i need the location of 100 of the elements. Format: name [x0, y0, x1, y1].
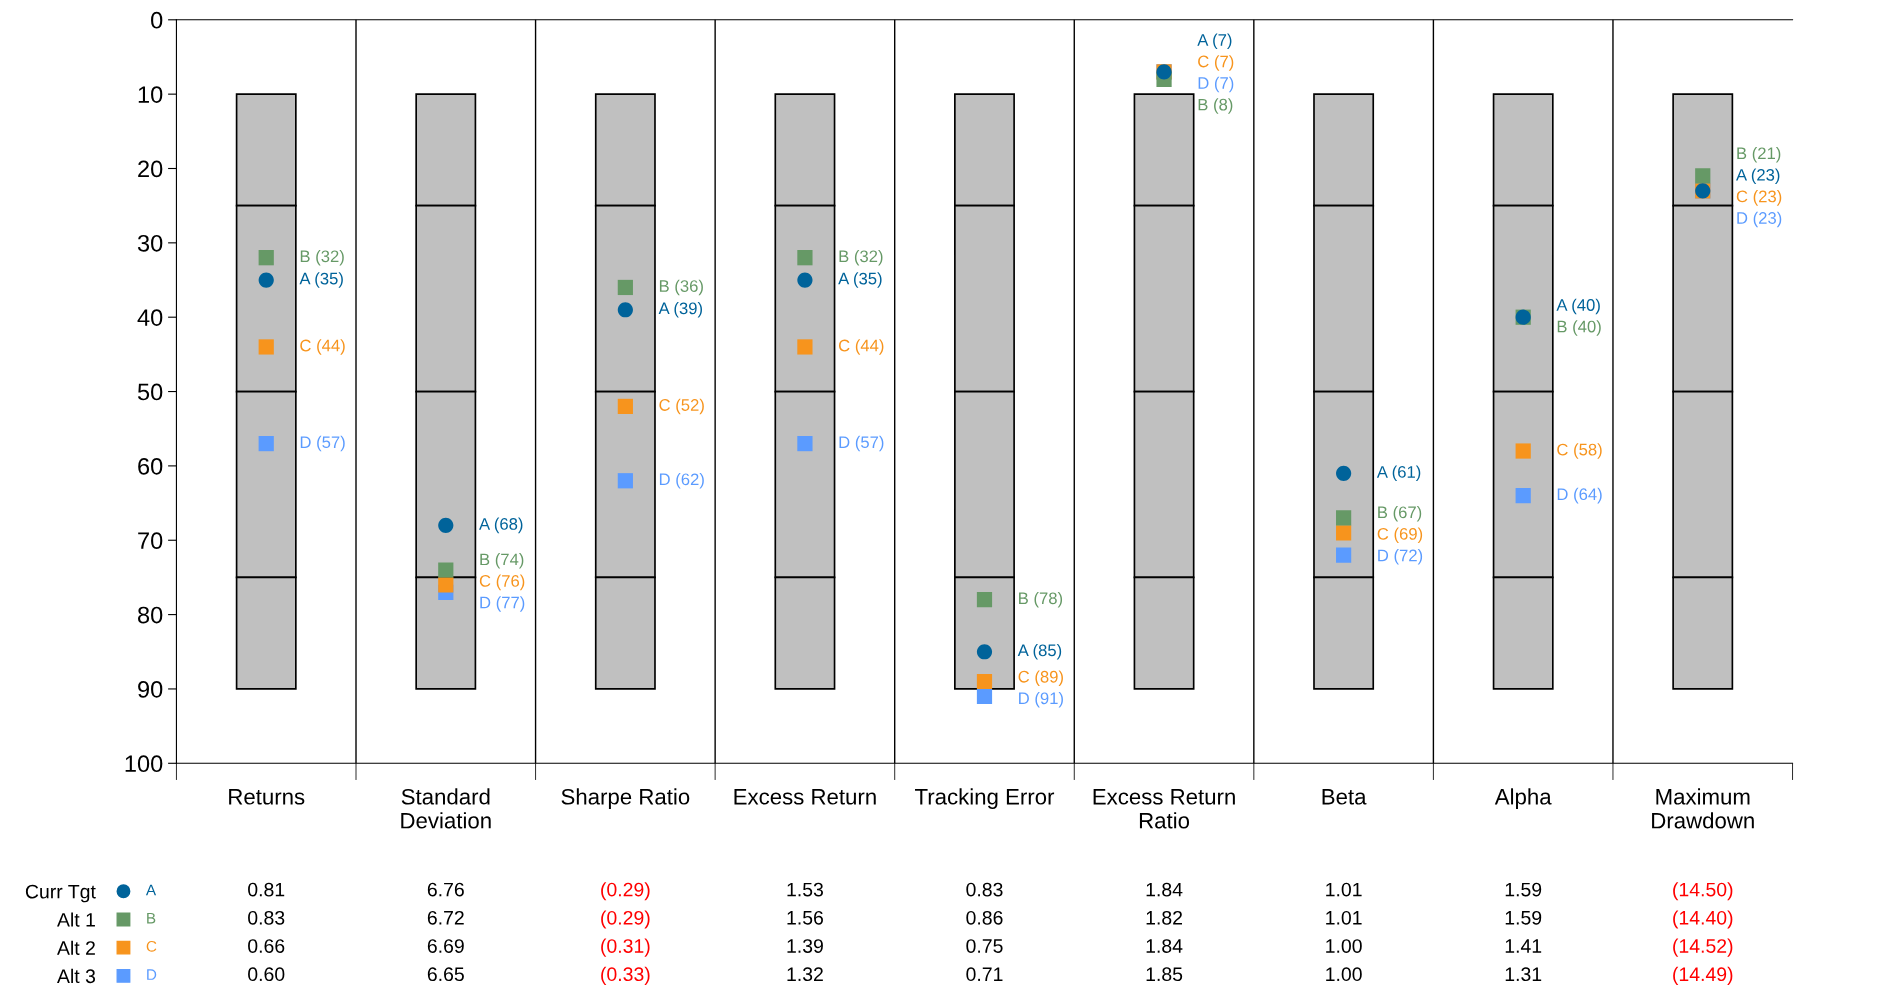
- data-label: B (32): [300, 249, 344, 266]
- data-label: (0.29): [601, 882, 650, 901]
- x-tick-label: Sharpe Ratio: [561, 788, 690, 810]
- y-tick-label: 10: [138, 86, 163, 103]
- point: [617, 398, 633, 415]
- point: [1336, 510, 1352, 526]
- data-label: D (72): [1378, 549, 1423, 565]
- data-label: C (89): [1018, 670, 1063, 686]
- y-tick-label: 30: [137, 234, 163, 252]
- data-label: C (44): [838, 339, 884, 355]
- point: [797, 339, 813, 355]
- point: [617, 473, 633, 489]
- data-label: 0.86: [966, 910, 1003, 925]
- data-label: A (35): [838, 272, 882, 288]
- point: [1695, 168, 1711, 184]
- data-label: (14.40): [1673, 910, 1733, 929]
- x-tick-label: Alpha: [1494, 788, 1552, 810]
- data-label: 1.01: [1326, 910, 1362, 925]
- data-label: A (61): [1376, 465, 1421, 482]
- point: [797, 272, 813, 288]
- data-label: 0.81: [248, 882, 285, 897]
- point: [258, 250, 274, 266]
- x-tick-label: Beta: [1322, 789, 1367, 805]
- data-label: A (35): [299, 272, 343, 288]
- point: [438, 517, 454, 533]
- y-tick-label: Alt 3: [57, 968, 96, 984]
- data-label: A (40): [1556, 298, 1600, 315]
- data-label: 1.56: [787, 910, 823, 925]
- data-label: D (57): [300, 435, 345, 452]
- y-tick-label: Alt 1: [57, 912, 95, 927]
- data-label: 1.41: [1505, 939, 1542, 953]
- point: [258, 272, 274, 288]
- y-tick-label: 60: [138, 457, 163, 475]
- data-label: 1.00: [1326, 939, 1362, 953]
- data-label: (0.29): [601, 910, 650, 929]
- point: [258, 435, 274, 452]
- x-tick-label: Excess Return Ratio: [1093, 789, 1235, 829]
- legend-label: A: [145, 884, 157, 896]
- data-label: A (23): [1736, 168, 1780, 185]
- data-label: D (62): [659, 473, 704, 489]
- data-label: B (78): [1019, 591, 1063, 608]
- point: [976, 644, 993, 660]
- y-tick-label: 100: [125, 755, 163, 773]
- data-label: C (7): [1198, 55, 1234, 71]
- x-tick-label: Standard Deviation: [401, 788, 491, 829]
- point: [976, 592, 993, 608]
- data-label: (14.49): [1673, 966, 1733, 985]
- legend-label: C: [146, 940, 157, 952]
- data-label: 0.83: [248, 910, 285, 925]
- data-label: C (44): [300, 339, 345, 355]
- data-label: 1.84: [1146, 939, 1183, 953]
- data-label: 1.39: [787, 939, 823, 953]
- data-label: D (64): [1557, 487, 1602, 504]
- data-label: 6.65: [427, 967, 464, 982]
- point: [617, 279, 633, 296]
- point: [797, 250, 813, 266]
- data-label: 6.76: [427, 882, 464, 897]
- data-label: 1.00: [1326, 967, 1362, 982]
- data-label: D (77): [480, 596, 525, 612]
- data-label: 1.82: [1146, 910, 1182, 925]
- x-tick-label: Returns: [229, 789, 305, 805]
- data-label: 1.32: [787, 967, 823, 982]
- data-label: (14.52): [1673, 938, 1733, 957]
- data-label: D (23): [1737, 211, 1782, 228]
- data-label: B (36): [659, 279, 703, 296]
- x-tick-label: Maximum Drawdown: [1652, 788, 1754, 829]
- point: [438, 562, 454, 578]
- point: [976, 688, 993, 704]
- data-label: (0.33): [601, 966, 650, 985]
- data-label: C (76): [479, 574, 525, 591]
- point: [258, 339, 274, 355]
- legend-label: B: [147, 912, 156, 924]
- data-label: 1.84: [1146, 882, 1183, 897]
- y-tick-label: 40: [137, 309, 163, 326]
- data-label: 0.71: [966, 967, 1003, 982]
- data-label: D (57): [839, 435, 884, 452]
- y-tick-label: Alt 2: [57, 940, 95, 955]
- data-label: 1.31: [1505, 967, 1542, 982]
- point: [1515, 488, 1531, 504]
- data-label: 6.72: [427, 910, 464, 925]
- data-label: A (68): [479, 517, 523, 534]
- data-label: C (52): [659, 398, 704, 415]
- point: [438, 577, 454, 593]
- data-label: C (23): [1736, 190, 1782, 206]
- data-label: C (58): [1557, 443, 1602, 459]
- data-label: 1.01: [1326, 882, 1362, 897]
- y-tick-label: 50: [137, 383, 163, 401]
- y-tick-label: 90: [138, 681, 163, 698]
- point: [617, 302, 633, 318]
- y-tick-label: 80: [138, 606, 163, 624]
- data-label: 0.60: [248, 967, 285, 982]
- data-label: B (74): [480, 553, 524, 569]
- data-label: A (39): [658, 301, 703, 318]
- data-label: C (69): [1377, 527, 1423, 544]
- data-label: B (8): [1198, 98, 1233, 114]
- data-label: 1.59: [1505, 910, 1542, 925]
- point: [1336, 525, 1352, 541]
- point: [797, 435, 813, 452]
- point: [1336, 547, 1352, 563]
- data-label: 1.59: [1505, 882, 1542, 897]
